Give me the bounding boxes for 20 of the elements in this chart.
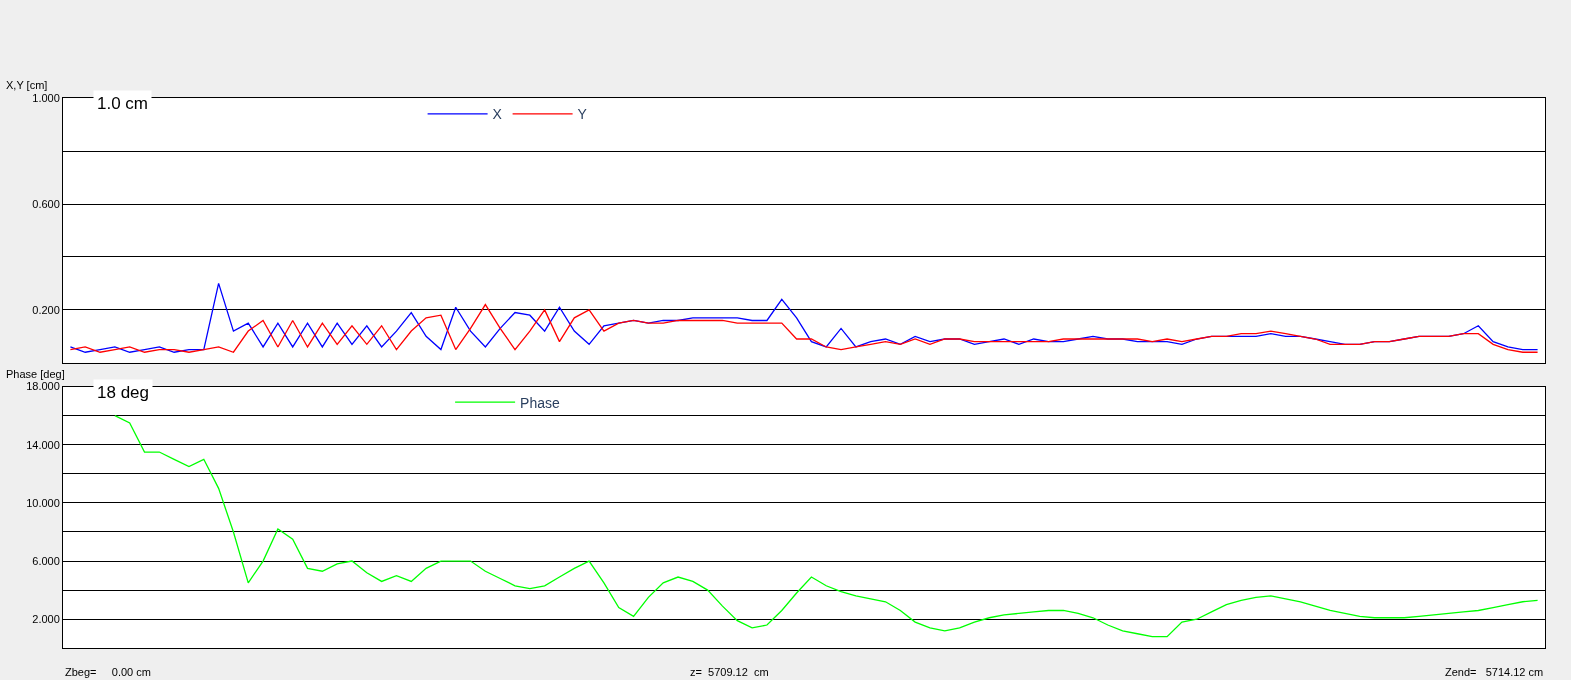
legend-label: Phase	[520, 394, 561, 411]
y-tick-label: 1.000	[32, 92, 60, 105]
annotation: 1.0 cm	[97, 94, 149, 113]
legend-label: Y	[577, 106, 588, 123]
y-tick-label: 0.200	[32, 303, 60, 316]
y-tick-label: 0.600	[32, 197, 60, 210]
y-tick-label: 2.000	[32, 613, 60, 626]
y-axis-title: Phase [deg]	[6, 368, 65, 380]
annotation: 18 deg	[97, 383, 149, 402]
y-tick-label: 14.000	[26, 438, 60, 451]
y-tick-label: 10.000	[26, 496, 60, 509]
legend-label: X	[492, 106, 503, 123]
y-tick-label: 6.000	[32, 554, 60, 567]
text: Zbeg= 0.00 cm	[65, 666, 151, 678]
y-tick-label: 18.000	[26, 380, 60, 393]
text: Zend= 5714.12 cm	[1445, 666, 1544, 678]
y-axis-title: X,Y [cm]	[6, 79, 48, 91]
text: z= 5709.12 cm	[690, 666, 769, 678]
line-series	[69, 303, 1539, 353]
line-series	[114, 415, 1539, 638]
